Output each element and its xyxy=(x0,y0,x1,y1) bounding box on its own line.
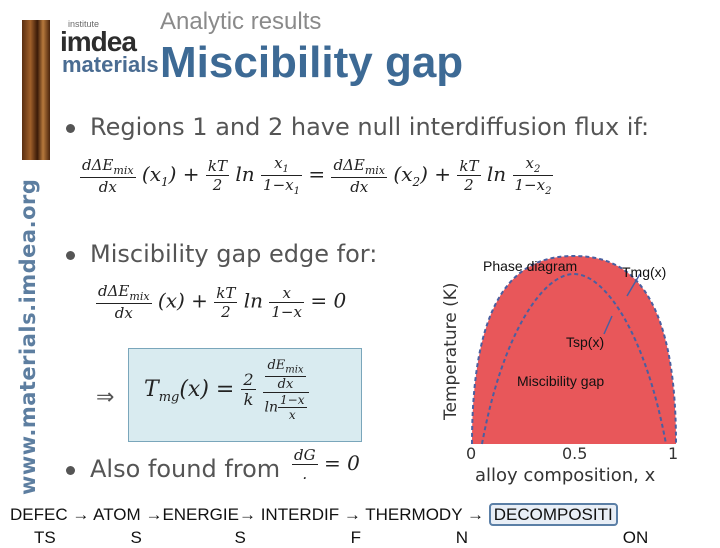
side-url: www.materials.imdea.org xyxy=(16,178,40,495)
flow2-f: F xyxy=(350,528,362,547)
bullet-3-dot xyxy=(66,466,75,475)
x-tick-1: 1 xyxy=(668,444,679,463)
topic-flow-line2: TS S S F N ON xyxy=(34,528,648,548)
flow-item-interdif[interactable]: INTERDIF xyxy=(260,505,340,524)
topic-flow: DEFEC → ATOM →ENERGIE→ INTERDIF → THERMO… xyxy=(10,503,618,526)
phase-diagram xyxy=(462,246,687,446)
x-tick-05: 0.5 xyxy=(562,444,588,463)
flow-item-energie[interactable]: ENERGIE xyxy=(162,505,239,524)
logo-materials: materials xyxy=(62,52,159,77)
equation-edge: dΔEmix dx (x) + kT 2 ln x 1−x = 0 xyxy=(96,282,347,322)
flow2-n: N xyxy=(455,528,469,547)
bullet-1-dot xyxy=(66,124,75,133)
phase-diagram-label: Phase diagram xyxy=(483,258,578,274)
tsp-curve-label: Tsp(x) xyxy=(566,334,605,350)
binodal-fill xyxy=(472,256,676,444)
flow-item-defec[interactable]: DEFEC xyxy=(10,505,68,524)
flow2-ts: TS xyxy=(34,528,56,547)
implies-symbol: ⇒ xyxy=(96,384,115,409)
tmg-equation-box xyxy=(128,348,362,442)
flow-arrow: → xyxy=(72,505,90,524)
equation-dg: dG. = 0 xyxy=(292,446,360,483)
flow-item-thermody[interactable]: THERMODY xyxy=(365,505,463,524)
flow-arrow: → xyxy=(466,505,484,524)
bullet-1-text: Regions 1 and 2 have null interdiffusion… xyxy=(90,113,650,141)
bullet-3-text: Also found from xyxy=(90,455,281,483)
binodal-curve xyxy=(471,254,677,445)
y-axis-label: Temperature (K) xyxy=(441,282,461,420)
tmg-pointer xyxy=(626,273,641,297)
flow2-on: ON xyxy=(622,528,649,547)
bullet-2-text: Miscibility gap edge for: xyxy=(90,240,378,268)
equation-flux: dΔEmix dx (x1) + kT 2 ln x1 1−x1 = dΔEmix dx… xyxy=(80,154,554,197)
flow-arrow: → xyxy=(238,505,256,524)
x-tick-0: 0 xyxy=(466,444,477,463)
flow-item-decompositi-active[interactable]: DECOMPOSITI xyxy=(488,503,618,526)
tsp-pointer xyxy=(603,315,613,335)
logo-institute-text: institute xyxy=(68,19,100,29)
spinodal-curve xyxy=(481,272,667,445)
flow2-s2: S xyxy=(234,528,246,547)
flow2-s1: S xyxy=(130,528,142,547)
flow-arrow: → xyxy=(145,505,163,524)
flow-item-atom[interactable]: ATOM xyxy=(93,505,141,524)
x-axis-label: alloy composition, x xyxy=(475,465,656,486)
flow-arrow: → xyxy=(343,505,361,524)
header-photo-strip xyxy=(22,20,50,160)
logo-imdea: imdea xyxy=(60,26,137,57)
miscibility-gap-label: Miscibility gap xyxy=(517,373,605,389)
bullet-2-dot xyxy=(66,251,75,260)
page-title: Miscibility gap xyxy=(160,38,464,87)
tmg-curve-label: Tmg(x) xyxy=(622,264,667,280)
section-title: Analytic results xyxy=(160,8,322,35)
